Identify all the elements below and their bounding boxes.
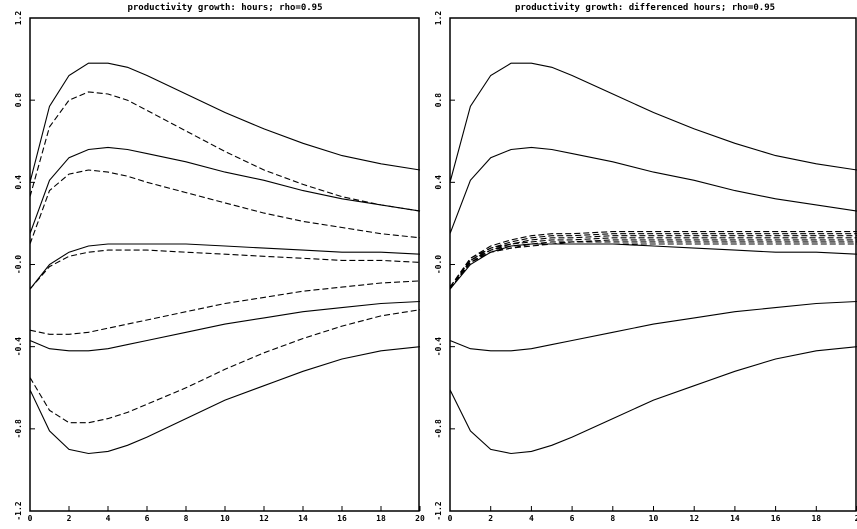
chart-title: productivity growth: differenced hours; … (515, 2, 775, 13)
solid-series-line (29, 300, 421, 352)
x-tick-label: 8 (184, 514, 189, 523)
dashed-series-line (29, 280, 421, 335)
x-tick-label: 10 (649, 514, 659, 523)
y-tick-label: -0.0 (434, 255, 443, 274)
x-tick-label: 8 (610, 514, 615, 523)
solid-series-line (449, 62, 857, 183)
solid-series-line (29, 346, 421, 455)
dashed-series-line (449, 233, 857, 288)
solid-series-line (29, 146, 421, 234)
dashed-series-line (449, 239, 857, 290)
x-tick-label: 6 (145, 514, 150, 523)
y-tick-label: 1.2 (434, 11, 443, 26)
solid-series-line (29, 62, 421, 183)
x-tick-label: 16 (771, 514, 781, 523)
solid-series-line (449, 346, 857, 455)
plot-frame (449, 17, 857, 512)
dashed-series-line (449, 235, 857, 288)
y-tick-label: 0.4 (434, 175, 443, 190)
y-tick-label: 0.8 (434, 93, 443, 108)
chart-title: productivity growth: hours; rho=0.95 (127, 2, 322, 13)
right-panel-differenced-hours: productivity growth: differenced hours; … (434, 2, 857, 523)
solid-series-line (449, 146, 857, 234)
x-tick-label: 12 (689, 514, 699, 523)
x-tick-label: 0 (28, 514, 33, 523)
dashed-series-line (29, 91, 421, 212)
y-tick-label: -0.4 (14, 337, 23, 356)
y-tick-label: -1.2 (14, 501, 23, 520)
dashed-series-line (29, 309, 421, 424)
x-tick-label: 18 (376, 514, 386, 523)
dashed-series-line (29, 249, 421, 290)
y-tick-label: 0.4 (14, 175, 23, 190)
solid-series-line (449, 243, 857, 290)
x-tick-label: 6 (570, 514, 575, 523)
solid-series-line (449, 300, 857, 352)
x-tick-label: 2 (67, 514, 72, 523)
x-tick-label: 2 (855, 514, 857, 523)
x-tick-label: 20 (415, 514, 425, 523)
y-tick-label: 1.2 (14, 11, 23, 26)
dashed-series-line (449, 241, 857, 290)
x-tick-label: 16 (337, 514, 347, 523)
x-tick-label: 12 (259, 514, 269, 523)
y-tick-label: -1.2 (434, 501, 443, 520)
dashed-series-line (449, 243, 857, 290)
x-tick-label: 14 (298, 514, 308, 523)
x-tick-label: 10 (220, 514, 230, 523)
x-tick-label: 14 (730, 514, 740, 523)
y-tick-label: -0.0 (14, 255, 23, 274)
left-panel-hours: productivity growth: hours; rho=0.95 0 2 4… (14, 2, 425, 523)
x-tick-label: 2 (488, 514, 493, 523)
x-tick-label: 0 (448, 514, 453, 523)
x-tick-label: 4 (106, 514, 111, 523)
y-tick-label: -0.8 (434, 419, 443, 438)
y-tick-label: -0.8 (14, 419, 23, 438)
solid-series-line (29, 243, 421, 290)
x-tick-label: 18 (811, 514, 821, 523)
y-tick-label: 0.8 (14, 93, 23, 108)
dashed-series-line (29, 169, 421, 245)
x-tick-label: 4 (529, 514, 534, 523)
y-tick-label: -0.4 (434, 337, 443, 356)
dashed-series-line (449, 231, 857, 288)
dashed-series-line (449, 237, 857, 290)
